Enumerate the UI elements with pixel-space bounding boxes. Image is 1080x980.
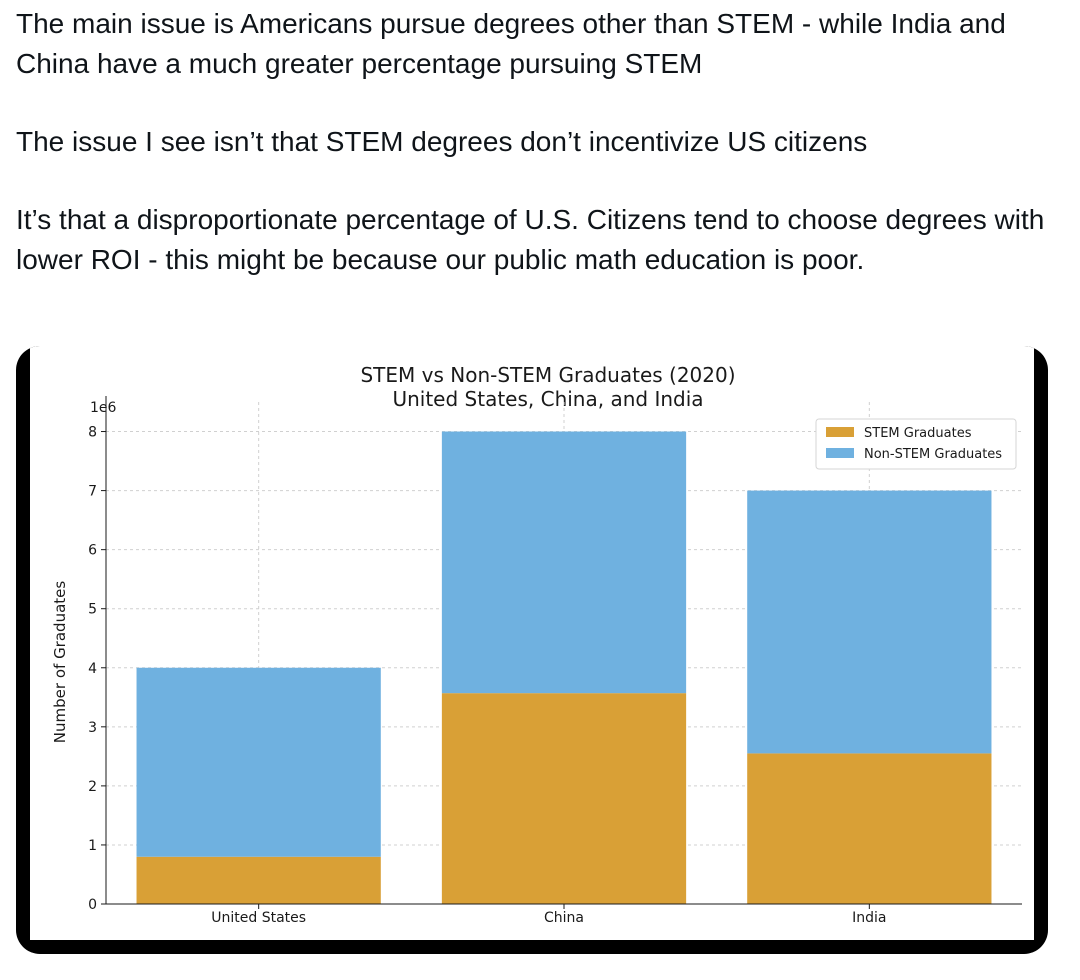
y-tick-labels: 0 1 2 3 4 5 6 7 8 [88, 425, 97, 913]
bar-non-stem-india [747, 490, 992, 754]
y-tick-label-3: 3 [88, 720, 97, 736]
y-tick-label-1: 1 [88, 838, 97, 854]
post-media-image[interactable]: STEM vs Non-STEM Graduates (2020) United… [16, 346, 1048, 954]
legend-swatch-non-stem [826, 448, 854, 458]
y-tick-label-7: 7 [88, 484, 97, 500]
post-paragraph-1: The main issue is Americans pursue degre… [16, 8, 1006, 79]
legend-label-non-stem: Non-STEM Graduates [864, 447, 1002, 462]
y-tick-label-2: 2 [88, 779, 97, 795]
y-tick-label-0: 0 [88, 897, 97, 913]
x-tick-labels: United States China India [211, 910, 886, 926]
x-tick-label-0: United States [211, 910, 306, 926]
bars [136, 431, 992, 904]
legend: STEM Graduates Non-STEM Graduates [815, 418, 1017, 470]
legend-label-stem: STEM Graduates [864, 426, 972, 441]
legend-swatch-stem [826, 427, 854, 437]
y-tick-label-4: 4 [88, 661, 97, 677]
legend-box [815, 418, 1017, 470]
post-text: The main issue is Americans pursue degre… [16, 4, 1056, 280]
y-scale-label: 1e6 [90, 400, 117, 416]
bar-stem-india [747, 753, 992, 904]
bar-non-stem-united-states [136, 667, 381, 857]
chart-subtitle: United States, China, and India [392, 387, 703, 411]
x-tick-label-1: China [544, 910, 584, 926]
post-paragraph-3: It’s that a disproportionate percentage … [16, 204, 1045, 275]
bar-non-stem-china [441, 431, 687, 694]
y-tick-label-6: 6 [88, 543, 97, 559]
y-axis-label: Number of Graduates [51, 581, 69, 744]
chart-title: STEM vs Non-STEM Graduates (2020) [360, 363, 735, 387]
axes [101, 396, 1022, 909]
y-tick-label-8: 8 [88, 425, 97, 441]
bar-stem-china [441, 693, 687, 904]
stacked-bar-chart: STEM vs Non-STEM Graduates (2020) United… [30, 346, 1034, 940]
y-tick-label-5: 5 [88, 602, 97, 618]
x-tick-label-2: India [852, 910, 886, 926]
bar-stem-united-states [136, 856, 381, 904]
post-paragraph-2: The issue I see isn’t that STEM degrees … [16, 126, 868, 157]
